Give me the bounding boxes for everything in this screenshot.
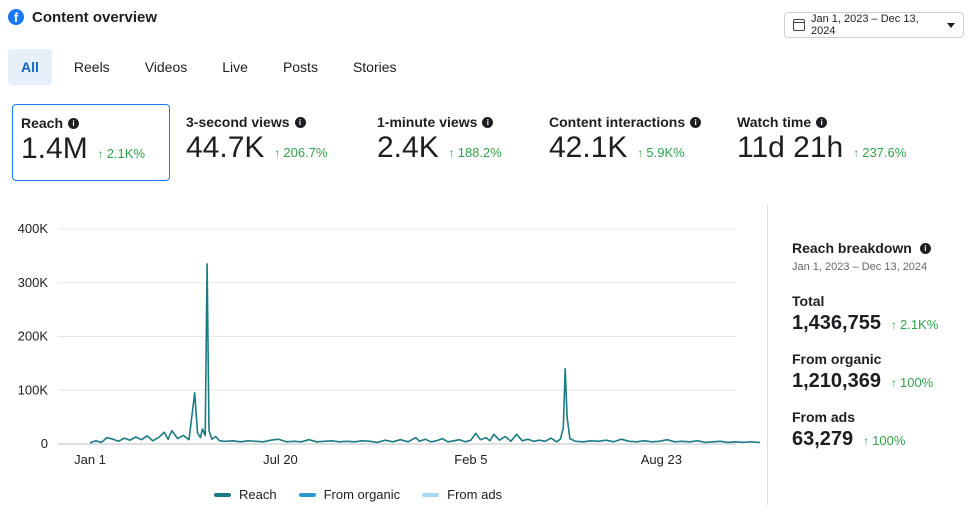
y-tick-label: 400K — [18, 221, 49, 236]
y-tick-label: 200K — [18, 329, 49, 344]
metric-change: ↑ 237.6% — [853, 145, 907, 160]
metric-change: ↑ 206.7% — [274, 145, 328, 160]
arrow-up-icon: ↑ — [890, 318, 897, 332]
breakdown-change: ↑ 100% — [890, 375, 934, 390]
breakdown-from-organic: From organic 1,210,369 ↑ 100% — [792, 351, 972, 393]
arrow-up-icon: ↑ — [97, 147, 104, 161]
breakdown-from-ads: From ads 63,279 ↑ 100% — [792, 409, 972, 451]
content-type-tabs: All Reels Videos Live Posts Stories — [8, 49, 419, 85]
metric-cards: Reach i 1.4M ↑ 2.1K% 3-second views i 44.… — [12, 104, 972, 182]
x-tick-label: Feb 5 — [454, 452, 487, 467]
legend-swatch-from-organic — [298, 492, 316, 497]
legend-swatch-reach — [214, 492, 231, 497]
y-tick-label: 300K — [18, 275, 49, 290]
legend-item-from-ads[interactable]: From ads — [422, 487, 502, 502]
metric-change: ↑ 5.9K% — [637, 145, 685, 160]
breakdown-total: Total 1,436,755 ↑ 2.1K% — [792, 293, 972, 335]
metric-value: 1.4M — [21, 132, 88, 165]
metric-card-1-minute-views[interactable]: 1-minute views i 2.4K ↑ 188.2% — [369, 104, 539, 181]
metric-card-content-interactions[interactable]: Content interactions i 42.1K ↑ 5.9K% — [541, 104, 726, 181]
metric-change: ↑ 2.1K% — [97, 146, 146, 161]
arrow-up-icon: ↑ — [863, 434, 870, 448]
breakdown-value: 1,210,369 — [792, 370, 881, 392]
arrow-up-icon: ↑ — [448, 146, 455, 160]
tab-reels[interactable]: Reels — [73, 59, 110, 75]
tab-stories[interactable]: Stories — [352, 59, 397, 75]
legend-label: From organic — [323, 487, 401, 502]
metric-card-3-second-views[interactable]: 3-second views i 44.7K ↑ 206.7% — [178, 104, 358, 181]
legend-swatch-from-ads — [422, 492, 440, 497]
metric-value: 2.4K — [377, 131, 439, 164]
tab-videos[interactable]: Videos — [144, 59, 188, 75]
metric-label: 3-second views — [186, 114, 290, 130]
metric-value: 44.7K — [186, 131, 265, 164]
info-icon[interactable]: i — [690, 116, 702, 128]
page-header: f Content overview — [8, 6, 157, 28]
info-icon[interactable]: i — [919, 242, 931, 254]
calendar-icon — [793, 19, 805, 31]
metric-value: 42.1K — [549, 131, 628, 164]
arrow-up-icon: ↑ — [274, 146, 281, 160]
legend-item-from-organic[interactable]: From organic — [298, 487, 401, 502]
metric-label: Reach — [21, 115, 64, 131]
info-icon[interactable]: i — [482, 116, 494, 128]
breakdown-change: ↑ 100% — [863, 433, 906, 448]
breakdown-value: 1,436,755 — [792, 312, 881, 334]
arrow-up-icon: ↑ — [853, 146, 860, 160]
arrow-up-icon: ↑ — [890, 376, 897, 390]
breakdown-value: 63,279 — [792, 428, 854, 450]
x-tick-label: Jul 20 — [263, 452, 298, 467]
breakdown-label: From organic — [792, 351, 882, 367]
metric-change: ↑ 188.2% — [448, 145, 502, 160]
tab-all[interactable]: All — [8, 49, 52, 85]
caret-down-icon — [947, 22, 955, 28]
legend-label: Reach — [239, 487, 277, 502]
breakdown-label: From ads — [792, 409, 856, 425]
y-tick-label: 100K — [18, 382, 49, 397]
x-tick-label: Aug 23 — [641, 452, 682, 467]
breakdown-label: Total — [792, 293, 825, 309]
panel-divider — [767, 205, 768, 505]
info-icon[interactable]: i — [816, 116, 828, 128]
metric-label: Content interactions — [549, 114, 686, 130]
date-range-picker[interactable]: Jan 1, 2023 – Dec 13, 2024 — [784, 12, 964, 38]
legend-item-reach[interactable]: Reach — [214, 487, 277, 502]
series-line-reach[interactable] — [89, 263, 760, 444]
x-tick-label: Jan 1 — [74, 452, 106, 467]
metric-card-reach[interactable]: Reach i 1.4M ↑ 2.1K% — [12, 104, 170, 181]
metric-card-watch-time[interactable]: Watch time i 11d 21h ↑ 237.6% — [729, 104, 929, 181]
info-icon[interactable]: i — [294, 116, 306, 128]
metric-value: 11d 21h — [737, 131, 844, 164]
breakdown-date-range: Jan 1, 2023 – Dec 13, 2024 — [792, 261, 928, 273]
arrow-up-icon: ↑ — [637, 146, 644, 160]
info-icon[interactable]: i — [68, 117, 80, 129]
breakdown-change: ↑ 2.1K% — [890, 317, 939, 332]
reach-breakdown-panel: Reach breakdown i Jan 1, 2023 – Dec 13, … — [792, 240, 972, 451]
breakdown-title: Reach breakdown — [792, 240, 912, 256]
y-tick-label: 0 — [41, 436, 48, 451]
chart-legend: Reach From organic From ads — [214, 487, 502, 502]
reach-chart[interactable]: 0 100K 200K 300K 400K Jan 1 Jul 20 Feb 5 Aug 23 — [0, 200, 760, 516]
metric-label: Watch time — [737, 114, 812, 130]
date-range-label: Jan 1, 2023 – Dec 13, 2024 — [811, 13, 919, 37]
tab-posts[interactable]: Posts — [282, 59, 318, 75]
page-title: Content overview — [32, 8, 158, 26]
reach-chart-svg[interactable]: 0 100K 200K 300K 400K Jan 1 Jul 20 Feb 5 Aug 23 — [0, 200, 760, 480]
tab-live[interactable]: Live — [222, 59, 248, 75]
legend-label: From ads — [447, 487, 503, 502]
metric-label: 1-minute views — [377, 114, 478, 130]
facebook-icon: f — [8, 9, 24, 25]
